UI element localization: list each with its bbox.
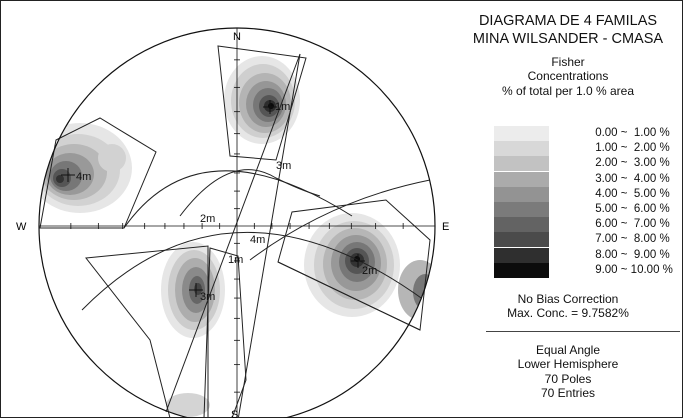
projection-label: Equal Angle <box>535 343 601 357</box>
window-south <box>85 245 209 418</box>
bias-correction-label: No Bias Correction <box>517 292 619 306</box>
pole-marker-west <box>61 168 75 182</box>
legend-range-label: 0.00 ~ 1.00 % <box>592 127 670 139</box>
pole-marker-north <box>263 100 277 114</box>
set-label-north: 1m <box>275 101 290 113</box>
poles-label: 70 Poles <box>544 372 592 386</box>
plane-trace-b <box>237 53 301 418</box>
entries-label: 70 Entries <box>540 386 596 400</box>
great-circle-3 <box>81 231 425 311</box>
legend-range-label: 2.00 ~ 3.00 % <box>592 157 670 170</box>
window-north <box>217 45 307 161</box>
axis-ticks <box>70 59 404 393</box>
legend-swatch <box>494 156 549 172</box>
legend-range-label: 9.00 ~ 10.00 % <box>592 263 673 276</box>
title-line-2: MINA WILSANDER - CMASA <box>472 31 664 47</box>
legend-swatch <box>494 126 549 141</box>
legend-range-label: 1.00 ~ 2.00 % <box>592 142 670 155</box>
concentrations-label: Concentrations <box>527 69 609 83</box>
great-circle-2 <box>179 169 321 217</box>
legend-range-label: 4.00 ~ 5.00 % <box>592 187 670 200</box>
north-label: N <box>233 31 241 43</box>
legend-swatch <box>494 262 549 278</box>
plane-trace-a <box>165 53 301 413</box>
legend-swatch <box>494 232 549 248</box>
legend-divider <box>486 331 680 332</box>
stereonet: N S E W 1m 3m 4m 2m 4m 1m 2m 3m <box>16 27 449 418</box>
set-label-east: 2m <box>362 265 377 277</box>
south-label: S <box>231 409 238 418</box>
set-label-west: 4m <box>76 171 91 183</box>
title-line-1: DIAGRAMA DE 4 FAMILAS <box>478 13 658 29</box>
plane-traces <box>165 53 421 418</box>
legend-swatch <box>494 247 549 263</box>
set-label-4m-circle: 4m <box>250 234 265 246</box>
cluster-west <box>39 123 132 213</box>
legend-range-label: 3.00 ~ 4.00 % <box>592 172 670 185</box>
great-circle-1 <box>249 179 431 261</box>
legend-range-label: 5.00 ~ 6.00 % <box>592 203 670 215</box>
legend-range-label: 8.00 ~ 9.00 % <box>592 248 670 261</box>
max-concentration-label: Max. Conc. = 9.7582% <box>507 306 629 320</box>
great-circles <box>81 169 431 311</box>
legend-swatch <box>494 217 549 233</box>
cluster-east <box>304 213 435 320</box>
west-label: W <box>16 221 27 233</box>
set-label-south: 3m <box>200 291 215 303</box>
east-label: E <box>442 221 449 233</box>
legend-swatch <box>494 202 549 217</box>
set-label-3m-circle: 3m <box>276 160 291 172</box>
great-circle-4 <box>123 170 353 229</box>
window-west <box>39 117 157 229</box>
cluster-north <box>224 56 300 144</box>
plane-trace-c <box>277 261 421 331</box>
set-label-1m-circle: 1m <box>228 254 243 266</box>
pole-markers <box>61 100 365 297</box>
set-label-2m-circle: 2m <box>200 213 215 225</box>
cluster-south <box>161 242 225 417</box>
window-south-2 <box>203 247 247 418</box>
pole-marker-south <box>189 283 203 297</box>
legend-swatch <box>494 141 549 157</box>
axes <box>39 28 435 418</box>
legend-swatch <box>494 171 549 187</box>
legend-swatch <box>494 186 549 202</box>
legend-range-label: 6.00 ~ 7.00 % <box>592 218 670 231</box>
pole-marker-east <box>351 254 365 268</box>
area-label: % of total per 1.0 % area <box>501 84 635 98</box>
method-label: Fisher <box>551 55 585 69</box>
hemisphere-label: Lower Hemisphere <box>517 357 619 371</box>
legend-range-label: 7.00 ~ 8.00 % <box>592 233 670 246</box>
